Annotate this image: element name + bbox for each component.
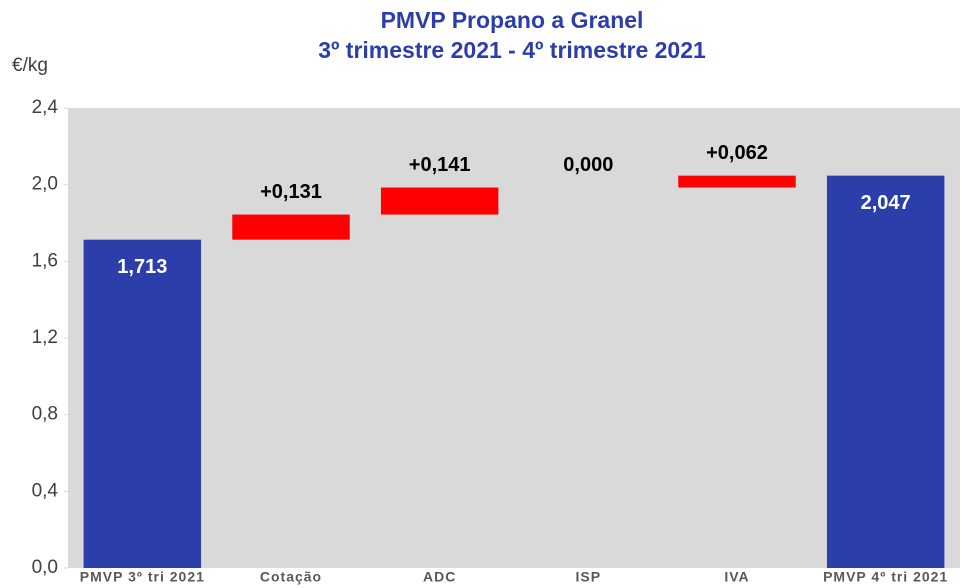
x-tick-label: ADC bbox=[423, 569, 456, 585]
bar bbox=[83, 239, 202, 569]
x-tick-label: Cotação bbox=[260, 569, 322, 585]
data-label: +0,141 bbox=[409, 154, 471, 176]
bar bbox=[826, 175, 945, 569]
x-tick-label: PMVP 3º tri 2021 bbox=[80, 569, 205, 585]
x-tick-label: PMVP 4º tri 2021 bbox=[823, 569, 948, 585]
y-tick-label: 0,0 bbox=[32, 557, 58, 578]
chart-subtitle: 3º trimestre 2021 - 4º trimestre 2021 bbox=[318, 37, 706, 63]
y-tick-label: 2,0 bbox=[32, 174, 58, 195]
y-tick-label: 2,4 bbox=[32, 97, 59, 118]
bar bbox=[678, 175, 796, 188]
data-label: +0,062 bbox=[706, 142, 768, 164]
y-tick-label: 0,8 bbox=[32, 404, 58, 425]
plot-area bbox=[68, 108, 960, 568]
x-tick-label: ISP bbox=[576, 569, 602, 585]
data-label: 2,047 bbox=[861, 192, 911, 214]
x-tick-label: IVA bbox=[724, 569, 749, 585]
y-axis-label: €/kg bbox=[12, 55, 48, 76]
data-label: 1,713 bbox=[117, 256, 167, 278]
bar bbox=[380, 187, 499, 215]
bar bbox=[232, 214, 350, 240]
chart-title: PMVP Propano a Granel bbox=[381, 7, 644, 33]
data-label: 0,000 bbox=[563, 154, 613, 176]
data-label: +0,131 bbox=[260, 181, 322, 203]
y-tick-label: 0,4 bbox=[32, 480, 59, 501]
y-tick-label: 1,2 bbox=[32, 327, 58, 348]
y-tick-label: 1,6 bbox=[32, 250, 58, 271]
